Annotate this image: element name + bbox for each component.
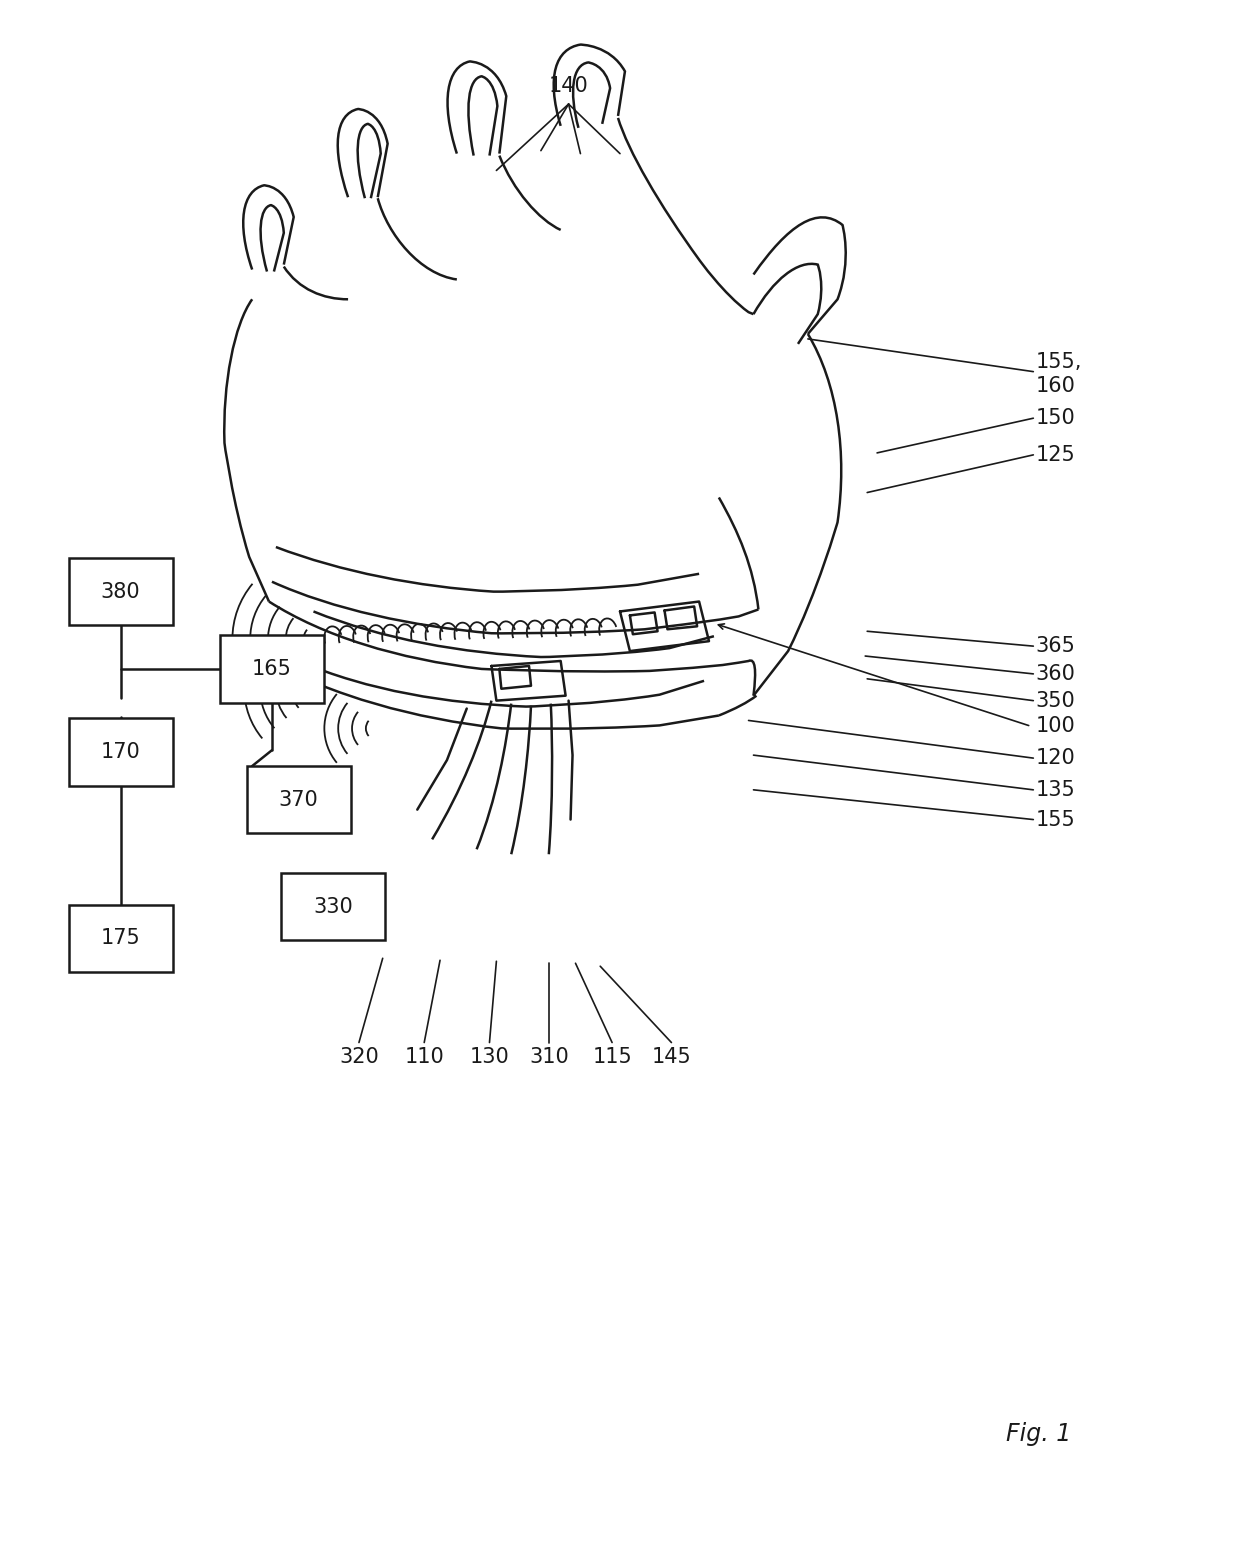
- Text: 320: 320: [339, 1048, 379, 1068]
- Text: 380: 380: [100, 581, 140, 601]
- Text: 170: 170: [100, 743, 140, 763]
- Text: 130: 130: [470, 1048, 510, 1068]
- Text: 160: 160: [1035, 376, 1075, 396]
- FancyBboxPatch shape: [68, 905, 172, 972]
- Text: 145: 145: [651, 1048, 691, 1068]
- Text: 155,: 155,: [1035, 351, 1081, 371]
- Text: 125: 125: [1035, 445, 1075, 465]
- Text: 310: 310: [529, 1048, 569, 1068]
- Text: 150: 150: [1035, 408, 1075, 428]
- Text: 120: 120: [1035, 747, 1075, 767]
- Text: 165: 165: [252, 660, 291, 680]
- Text: 175: 175: [100, 929, 140, 948]
- FancyBboxPatch shape: [281, 874, 386, 940]
- Text: 360: 360: [1035, 664, 1075, 684]
- FancyBboxPatch shape: [68, 558, 172, 626]
- Text: 110: 110: [404, 1048, 444, 1068]
- Text: 350: 350: [1035, 690, 1075, 710]
- Text: 155: 155: [1035, 809, 1075, 829]
- Text: 140: 140: [549, 76, 589, 96]
- Text: 365: 365: [1035, 636, 1075, 656]
- Text: 115: 115: [593, 1048, 632, 1068]
- Text: Fig. 1: Fig. 1: [1006, 1422, 1071, 1445]
- Text: 100: 100: [1035, 717, 1075, 737]
- Text: 370: 370: [279, 789, 319, 809]
- FancyBboxPatch shape: [68, 718, 172, 786]
- Text: 330: 330: [314, 897, 353, 917]
- FancyBboxPatch shape: [219, 635, 324, 703]
- Text: 135: 135: [1035, 780, 1075, 800]
- FancyBboxPatch shape: [247, 766, 351, 834]
